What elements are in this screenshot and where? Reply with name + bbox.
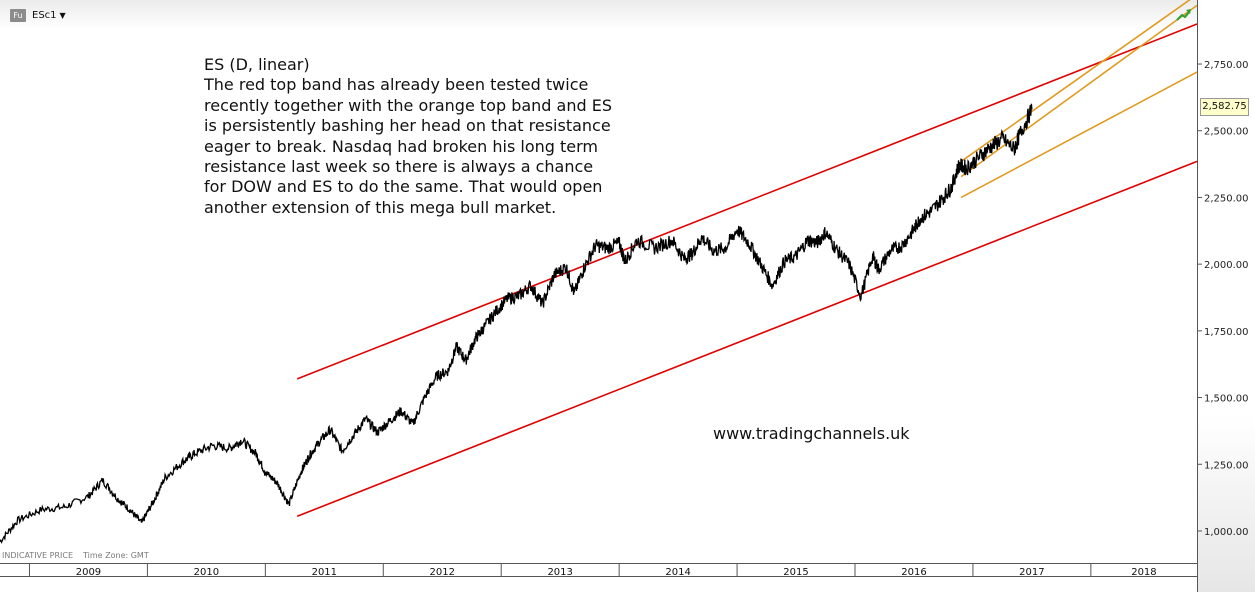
- x-axis: 2009 2010 2011 2012 2013 2014 2015 2016 2017 2018: [28, 563, 1157, 578]
- x-tick-label: 2017: [1019, 567, 1044, 578]
- x-tick-label: 2013: [547, 567, 572, 578]
- channel-lines: [296, 0, 1198, 518]
- timezone-label: Time Zone: GMT: [83, 551, 149, 560]
- annotation-line: eager to break. Nasdaq had broken his lo…: [204, 136, 598, 156]
- annotation-line: for DOW and ES to do the same. That woul…: [204, 177, 603, 197]
- price-type-label: INDICATIVE PRICE: [2, 551, 73, 560]
- y-tick-label: 1,500.00: [1204, 394, 1249, 405]
- annotation-line: recently together with the orange top ba…: [204, 95, 612, 115]
- red-channel-line: [296, 160, 1198, 518]
- futures-badge: Fu: [10, 9, 26, 22]
- price-series: [0, 103, 1033, 544]
- y-tick-label: 1,250.00: [1204, 460, 1249, 471]
- trend-up-icon[interactable]: [1176, 8, 1192, 22]
- x-tick-label: 2011: [312, 567, 337, 578]
- symbol-selector[interactable]: ESc1 ▼: [32, 9, 66, 22]
- annotation-line: another extension of this mega bull mark…: [204, 197, 557, 217]
- watermark-text: www.tradingchannels.uk: [713, 424, 910, 443]
- x-tick-label: 2018: [1131, 567, 1156, 578]
- x-tick-label: 2010: [194, 567, 219, 578]
- annotation-line: ES (D, linear): [204, 55, 310, 74]
- red-channel-line: [296, 23, 1198, 380]
- x-tick-label: 2014: [665, 567, 690, 578]
- last-price-label: 2,582.75: [1200, 98, 1249, 116]
- chart-toolbar: Fu ESc1 ▼: [0, 0, 1197, 30]
- y-tick-label: 1,000.00: [1204, 527, 1249, 538]
- chevron-down-icon: ▼: [59, 11, 66, 20]
- orange-channel-line: [960, 4, 1198, 178]
- y-tick-label: 2,750.00: [1204, 60, 1249, 71]
- orange-channel-line: [960, 0, 1191, 163]
- x-tick-label: 2015: [783, 567, 808, 578]
- annotation-line: The red top band has already been tested…: [204, 75, 589, 95]
- y-tick-label: 2,500.00: [1204, 127, 1249, 138]
- analysis-annotation: ES (D, linear) The red top band has alrea…: [204, 55, 654, 218]
- orange-channel-line: [960, 71, 1198, 199]
- symbol-label: ESc1: [32, 10, 57, 21]
- x-tick-label: 2016: [901, 567, 926, 578]
- price-line: [0, 103, 1033, 544]
- x-tick-label: 2012: [430, 567, 455, 578]
- annotation-line: is persistently bashing her head on that…: [204, 116, 611, 136]
- y-axis: 1,000.00 1,250.00 1,500.00 1,750.00 2,000.00…: [1197, 60, 1249, 538]
- axis-frame: [0, 0, 1198, 592]
- x-tick-label: 2009: [76, 567, 101, 578]
- y-tick-label: 1,750.00: [1204, 327, 1249, 338]
- y-tick-label: 2,250.00: [1204, 193, 1249, 204]
- annotation-line: resistance last week so there is always …: [204, 157, 594, 177]
- chart-footnote: INDICATIVE PRICE Time Zone: GMT: [2, 551, 159, 560]
- y-tick-label: 2,000.00: [1204, 260, 1249, 271]
